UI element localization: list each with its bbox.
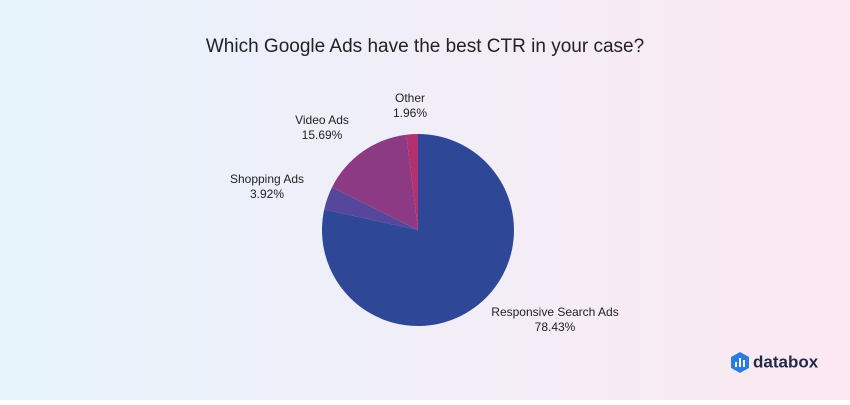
pie-slice [332, 134, 418, 230]
slice-value: 15.69% [302, 128, 343, 142]
brand-logo [731, 352, 749, 373]
brand-name: databox [753, 352, 819, 371]
slice-label: Video Ads [295, 113, 349, 127]
slice-label: Other [395, 91, 425, 105]
slice-value: 3.92% [250, 187, 284, 201]
pie-slice [322, 134, 515, 326]
slice-value: 78.43% [535, 320, 576, 334]
slice-label: Responsive Search Ads [491, 305, 618, 319]
pie-slice [406, 134, 418, 230]
slice-value: 1.96% [393, 106, 427, 120]
pie-slice [324, 187, 418, 230]
chart-title: Which Google Ads have the best CTR in yo… [206, 36, 644, 57]
slice-label: Shopping Ads [230, 172, 304, 186]
